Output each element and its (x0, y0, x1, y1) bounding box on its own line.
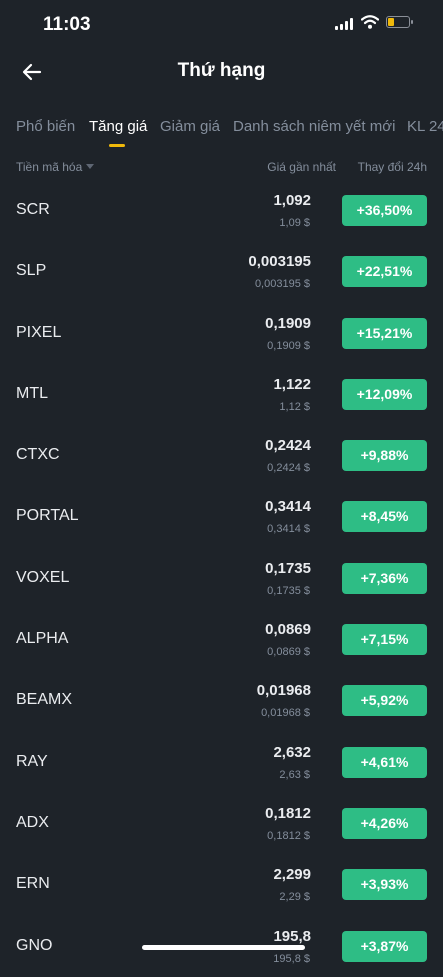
coin-symbol: PORTAL (16, 507, 79, 525)
usd-price: 0,1812 $ (267, 830, 310, 842)
change-badge[interactable]: +9,88% (342, 440, 427, 471)
last-price: 0,0869 (265, 621, 311, 638)
column-header: Tiền mã hóa Giá gần nhất Thay đổi 24h (0, 160, 443, 178)
last-price: 1,122 (273, 376, 311, 393)
coin-symbol: BEAMX (16, 691, 72, 709)
coin-symbol: PIXEL (16, 324, 61, 342)
battery-level (388, 18, 394, 26)
change-badge[interactable]: +3,87% (342, 931, 427, 962)
status-time: 11:03 (43, 14, 91, 36)
last-price: 0,1735 (265, 560, 311, 577)
change-badge[interactable]: +8,45% (342, 501, 427, 532)
usd-price: 2,63 $ (279, 769, 310, 781)
tab-gainers[interactable]: Tăng giá (89, 118, 147, 135)
column-price-label[interactable]: Giá gần nhất (267, 160, 336, 174)
wifi-icon (361, 14, 379, 30)
last-price: 0,01968 (257, 682, 311, 699)
last-price: 0,1909 (265, 315, 311, 332)
tab-losers[interactable]: Giảm giá (160, 118, 220, 135)
last-price: 0,2424 (265, 437, 311, 454)
list-item[interactable]: BEAMX 0,01968 0,01968 $ +5,92% (0, 670, 443, 731)
last-price: 1,092 (273, 192, 311, 209)
last-price: 2,299 (273, 866, 311, 883)
change-badge[interactable]: +15,21% (342, 318, 427, 349)
last-price: 0,003195 (248, 253, 311, 270)
tab-bar: Phổ biến Tăng giá Giảm giá Danh sách niê… (0, 112, 443, 150)
coin-symbol: ALPHA (16, 630, 68, 648)
coin-symbol: CTXC (16, 446, 60, 464)
page-title: Thứ hạng (0, 60, 443, 82)
coin-symbol: ERN (16, 875, 50, 893)
coin-symbol: RAY (16, 753, 48, 771)
change-badge[interactable]: +4,26% (342, 808, 427, 839)
list-item[interactable]: ERN 2,299 2,29 $ +3,93% (0, 854, 443, 915)
tab-new-listings[interactable]: Danh sách niêm yết mới (233, 118, 395, 135)
change-badge[interactable]: +12,09% (342, 379, 427, 410)
usd-price: 0,1735 $ (267, 585, 310, 597)
change-badge[interactable]: +22,51% (342, 256, 427, 287)
usd-price: 0,3414 $ (267, 523, 310, 535)
list-item[interactable]: SLP 0,003195 0,003195 $ +22,51% (0, 241, 443, 302)
sort-by-name[interactable]: Tiền mã hóa (16, 160, 94, 174)
tab-volume[interactable]: KL 24 (407, 118, 443, 135)
change-badge[interactable]: +4,61% (342, 747, 427, 778)
list-item[interactable]: PORTAL 0,3414 0,3414 $ +8,45% (0, 486, 443, 547)
usd-price: 195,8 $ (273, 953, 310, 965)
active-tab-indicator (109, 144, 125, 147)
last-price: 195,8 (273, 928, 311, 945)
change-badge[interactable]: +36,50% (342, 195, 427, 226)
coin-symbol: SLP (16, 262, 46, 280)
usd-price: 0,0869 $ (267, 646, 310, 658)
column-change-label[interactable]: Thay đổi 24h (358, 160, 427, 174)
last-price: 0,3414 (265, 498, 311, 515)
battery-icon (386, 16, 410, 28)
usd-price: 0,2424 $ (267, 462, 310, 474)
list-item[interactable]: ADX 0,1812 0,1812 $ +4,26% (0, 793, 443, 854)
coin-symbol: MTL (16, 385, 48, 403)
cellular-signal-icon (335, 17, 353, 30)
column-name-label: Tiền mã hóa (16, 160, 82, 174)
change-badge[interactable]: +7,15% (342, 624, 427, 655)
coin-symbol: SCR (16, 201, 50, 219)
usd-price: 1,12 $ (279, 401, 310, 413)
tab-popular[interactable]: Phổ biến (16, 118, 75, 135)
change-badge[interactable]: +3,93% (342, 869, 427, 900)
change-badge[interactable]: +5,92% (342, 685, 427, 716)
status-bar: 11:03 (0, 0, 443, 48)
list-item[interactable]: VOXEL 0,1735 0,1735 $ +7,36% (0, 548, 443, 609)
caret-down-icon (86, 164, 94, 170)
last-price: 2,632 (273, 744, 311, 761)
coin-symbol: VOXEL (16, 569, 69, 587)
usd-price: 0,003195 $ (255, 278, 310, 290)
ranking-list: SCR 1,092 1,09 $ +36,50% SLP 0,003195 0,003195… (0, 180, 443, 977)
list-item[interactable]: MTL 1,122 1,12 $ +12,09% (0, 364, 443, 425)
usd-price: 0,01968 $ (261, 707, 310, 719)
last-price: 0,1812 (265, 805, 311, 822)
usd-price: 2,29 $ (279, 891, 310, 903)
list-item[interactable]: PIXEL 0,1909 0,1909 $ +15,21% (0, 303, 443, 364)
change-badge[interactable]: +7,36% (342, 563, 427, 594)
list-item[interactable]: RAY 2,632 2,63 $ +4,61% (0, 732, 443, 793)
home-indicator (142, 945, 305, 950)
list-item[interactable]: ALPHA 0,0869 0,0869 $ +7,15% (0, 609, 443, 670)
list-item[interactable]: CTXC 0,2424 0,2424 $ +9,88% (0, 425, 443, 486)
nav-header: Thứ hạng (0, 48, 443, 98)
usd-price: 1,09 $ (279, 217, 310, 229)
usd-price: 0,1909 $ (267, 340, 310, 352)
coin-symbol: GNO (16, 937, 52, 955)
coin-symbol: ADX (16, 814, 49, 832)
list-item[interactable]: SCR 1,092 1,09 $ +36,50% (0, 180, 443, 241)
